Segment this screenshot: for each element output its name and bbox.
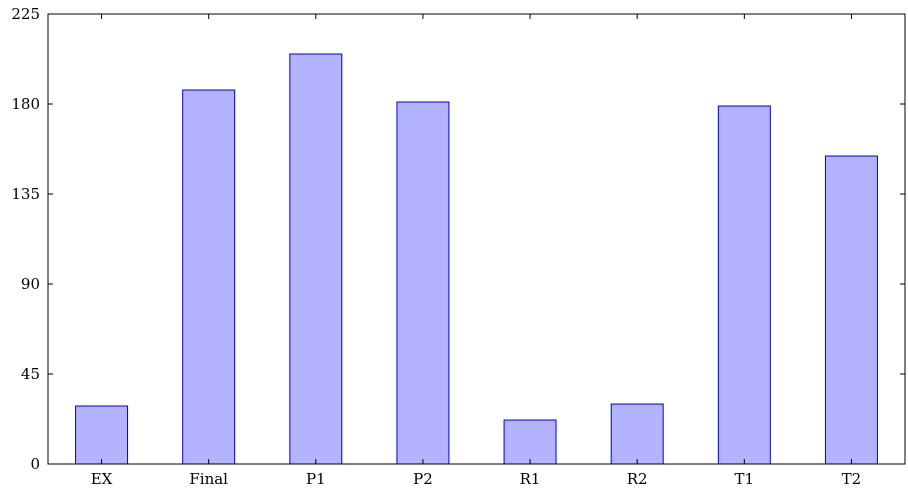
x-tick-label: EX bbox=[91, 470, 113, 488]
x-tick-label: T2 bbox=[842, 470, 862, 488]
bar-ex bbox=[75, 405, 129, 465]
x-tick-label: Final bbox=[189, 470, 228, 488]
bar-t2 bbox=[824, 155, 878, 465]
y-tick-label: 135 bbox=[11, 185, 40, 203]
y-tick-label: 180 bbox=[11, 95, 40, 113]
x-tick-label: T1 bbox=[735, 470, 755, 488]
bar-p1 bbox=[289, 53, 343, 465]
x-tick-label: P1 bbox=[306, 470, 326, 488]
bar-p2 bbox=[396, 101, 450, 465]
plot-frame bbox=[47, 13, 906, 465]
y-tick-label: 90 bbox=[21, 275, 40, 293]
x-tick-label: R2 bbox=[627, 470, 648, 488]
x-axis-ticks: EX Final P1 P2 R1 R2 T1 T2 bbox=[91, 14, 861, 488]
bar-r2 bbox=[610, 403, 664, 465]
y-axis-ticks: 0 45 90 135 180 225 bbox=[11, 5, 905, 473]
x-tick-label: P2 bbox=[413, 470, 433, 488]
y-tick-label: 0 bbox=[30, 455, 40, 473]
x-tick-label: R1 bbox=[520, 470, 541, 488]
bars-group bbox=[75, 53, 878, 465]
bar-r1 bbox=[503, 419, 557, 465]
y-tick-label: 225 bbox=[11, 5, 40, 23]
bar-t1 bbox=[717, 105, 771, 465]
bar-final bbox=[182, 89, 236, 465]
y-tick-label: 45 bbox=[21, 365, 40, 383]
